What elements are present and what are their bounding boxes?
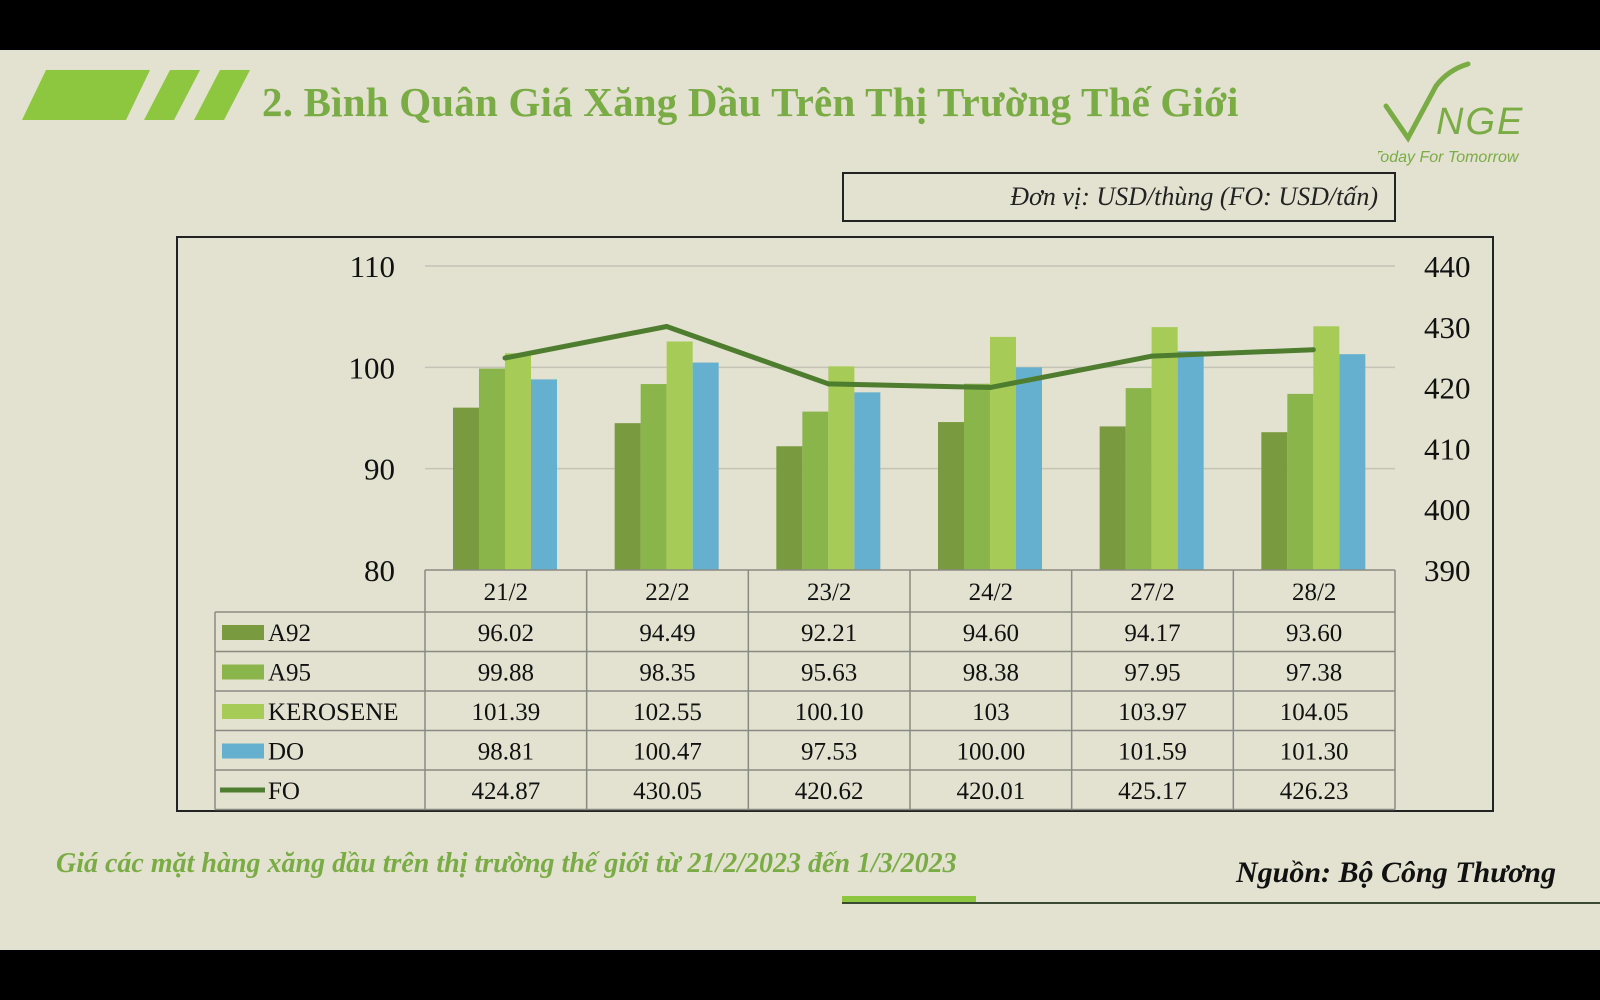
chart: 110 100 90 80 440 430 420 410 400 390 21/2 22/2 23/2…: [214, 249, 1471, 811]
legend-key-kerosene: [222, 704, 264, 719]
x-tick-label: 28/2: [1292, 579, 1336, 606]
y-right-tick-label: 400: [1424, 492, 1471, 527]
data-label: 92.21: [801, 620, 857, 647]
data-label: 97.95: [1124, 660, 1180, 687]
x-tick-label: 22/2: [645, 579, 689, 606]
data-label: 420.01: [956, 778, 1025, 805]
bar-kerosene: [828, 366, 855, 570]
bar-kerosene: [1151, 327, 1178, 570]
fo-point: [502, 355, 508, 361]
bar-a92: [776, 446, 803, 570]
data-label: 93.60: [1286, 620, 1342, 647]
data-label: 420.62: [795, 778, 864, 805]
bar-do: [854, 392, 881, 570]
data-label: 98.81: [478, 739, 534, 766]
bar-a92: [1261, 432, 1288, 570]
source-label: Nguồn: Bộ Công Thương: [1236, 856, 1556, 889]
data-label: 97.53: [801, 739, 857, 766]
data-label: 100.00: [956, 739, 1025, 766]
legend-label-do: DO: [268, 739, 304, 766]
y-right-tick-label: 410: [1424, 431, 1471, 466]
data-label: 95.63: [801, 660, 857, 687]
bar-kerosene: [666, 341, 693, 570]
bar-a95: [802, 411, 829, 570]
x-tick-label: 21/2: [484, 579, 528, 606]
bar-kerosene: [505, 353, 531, 570]
legend-key-a92: [222, 625, 264, 640]
bar-a92: [614, 423, 641, 570]
logo-text: NGE: [1436, 101, 1524, 143]
bar-kerosene: [1313, 326, 1340, 570]
data-label: 97.38: [1286, 660, 1342, 687]
y-right-tick-label: 440: [1424, 249, 1471, 284]
x-tick-label: 27/2: [1130, 579, 1174, 606]
y-right-tick-label: 430: [1424, 310, 1471, 345]
bar-a95: [640, 384, 667, 570]
legend-label-fo: FO: [268, 778, 300, 805]
bar-a95: [1287, 393, 1314, 570]
data-label: 426.23: [1280, 778, 1349, 805]
data-label: 99.88: [478, 660, 534, 687]
bar-do: [1339, 354, 1366, 570]
y-left-tick-label: 80: [364, 553, 395, 588]
fo-point: [664, 323, 670, 329]
legend-key-a95: [222, 664, 264, 680]
data-label: 424.87: [471, 778, 540, 805]
y-left-tick-label: 110: [350, 249, 395, 284]
bar-do: [1177, 351, 1204, 570]
data-label: 101.39: [471, 699, 540, 726]
data-label: 94.60: [963, 620, 1019, 647]
slide: 2. Bình Quân Giá Xăng Dầu Trên Thị Trườn…: [0, 50, 1600, 950]
logo-tagline: Today For Tomorrow: [1378, 149, 1520, 166]
fo-line: [504, 323, 1314, 391]
vnge-logo: NGE Today For Tomorrow: [1378, 61, 1524, 166]
bar-a95: [964, 383, 990, 570]
bar-kerosene: [990, 336, 1016, 570]
data-label: 103: [972, 699, 1010, 726]
data-label: 103.97: [1118, 699, 1187, 726]
x-tick-label: 24/2: [969, 579, 1013, 606]
legend-key-do: [222, 743, 264, 759]
bar-do: [1016, 367, 1042, 570]
fo-point: [1149, 353, 1155, 359]
data-label: 104.05: [1280, 699, 1349, 726]
bar-a95: [1125, 388, 1152, 570]
fo-point: [987, 385, 993, 391]
y-right-tick-label: 420: [1424, 371, 1471, 406]
data-label: 100.10: [795, 699, 864, 726]
bar-a92: [1099, 426, 1126, 570]
page-title: 2. Bình Quân Giá Xăng Dầu Trên Thị Trườn…: [262, 79, 1239, 125]
x-tick-label: 23/2: [807, 579, 851, 606]
data-label: 98.38: [963, 660, 1019, 687]
data-label: 94.17: [1124, 620, 1180, 647]
chart-frame: [176, 236, 1494, 812]
bar-a92: [938, 422, 964, 570]
legend-label-kerosene: KEROSENE: [268, 699, 399, 726]
y-left-tick-label: 100: [349, 350, 396, 385]
chart-caption: Giá các mặt hàng xăng dầu trên thị trườn…: [56, 848, 957, 879]
underline-accent: [842, 896, 976, 904]
title-decoration: [22, 70, 250, 120]
fo-point: [825, 381, 831, 387]
bar-a95: [479, 368, 505, 570]
bar-a92: [453, 407, 479, 570]
data-label: 102.55: [633, 699, 702, 726]
data-label: 430.05: [633, 778, 702, 805]
data-label: 101.30: [1280, 739, 1349, 766]
data-label: 100.47: [633, 739, 702, 766]
data-label: 96.02: [478, 620, 534, 647]
legend-label-a95: A95: [268, 660, 311, 687]
data-label: 101.59: [1118, 739, 1187, 766]
bar-do: [531, 379, 557, 570]
data-label: 94.49: [639, 620, 695, 647]
underline-rule: [842, 902, 1600, 904]
unit-label: Đơn vị: USD/thùng (FO: USD/tấn): [842, 172, 1396, 222]
fo-point: [1310, 347, 1316, 353]
bar-do: [692, 362, 719, 570]
data-label: 425.17: [1118, 778, 1187, 805]
data-label: 98.35: [639, 660, 695, 687]
y-right-tick-label: 390: [1424, 553, 1471, 588]
legend-label-a92: A92: [268, 620, 311, 647]
y-left-tick-label: 90: [364, 452, 395, 487]
